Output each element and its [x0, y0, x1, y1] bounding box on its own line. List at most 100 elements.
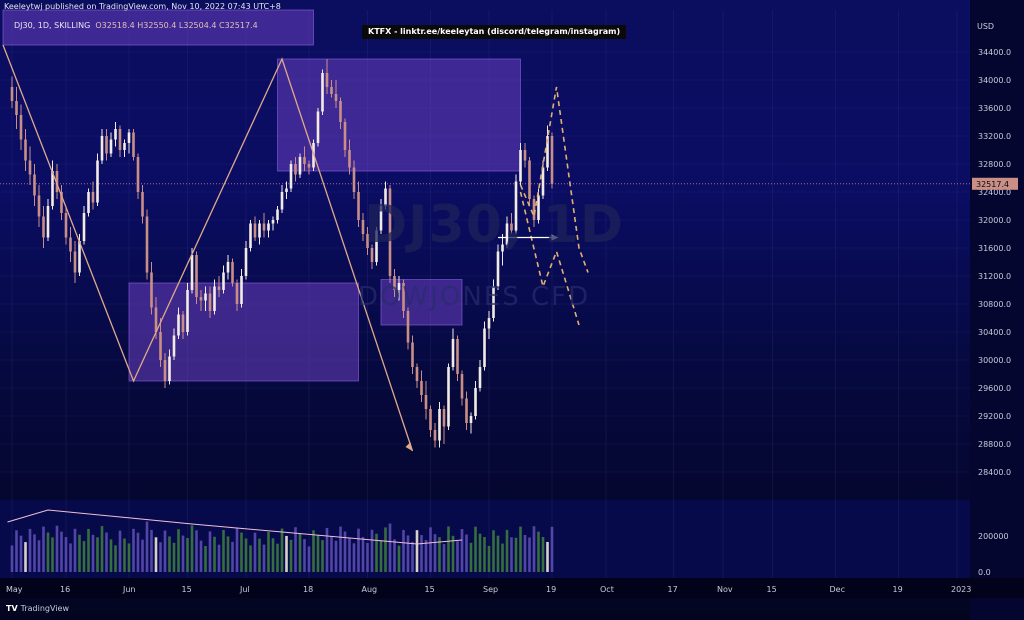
candle-body-18	[91, 192, 95, 203]
candle-body-47	[222, 272, 225, 290]
candle-body-79	[366, 234, 369, 248]
price-tick-label-3: 33200.0	[978, 132, 1011, 141]
volume-tick-label-1: 0.0	[978, 568, 991, 577]
price-tick-label-5: 32400.0	[978, 188, 1011, 197]
volume-bar-80	[370, 529, 374, 572]
volume-bar-43	[204, 546, 207, 572]
candle-body-103	[474, 388, 477, 416]
trend-arrow-head	[405, 442, 413, 451]
volume-bar-106	[487, 545, 491, 572]
volume-bar-38	[181, 535, 185, 572]
candle-body-27	[132, 132, 135, 157]
candle-body-4	[28, 160, 32, 175]
time-tick-label-9: 19	[546, 585, 556, 594]
candle-body-34	[163, 360, 167, 381]
volume-bar-85	[393, 539, 396, 572]
candle-body-21	[105, 136, 108, 154]
volume-bar-47	[222, 530, 225, 572]
volume-bar-8	[46, 532, 50, 572]
tradingview-logo[interactable]: TV TradingView	[6, 604, 69, 613]
candle-body-57	[267, 223, 270, 231]
candle-body-37	[177, 314, 180, 336]
volume-bar-117	[537, 531, 540, 572]
candle-body-101	[465, 398, 468, 423]
candle-body-99	[456, 339, 459, 374]
volume-bar-3	[24, 542, 27, 572]
volume-bar-93	[429, 527, 432, 572]
volume-tick-label-0: 200000	[978, 532, 1009, 541]
volume-bar-95	[438, 537, 441, 572]
candle-body-60	[280, 192, 284, 210]
candle-body-106	[487, 318, 491, 329]
candle-body-3	[24, 139, 27, 161]
candle-body-105	[483, 328, 486, 367]
candle-body-118	[541, 167, 545, 196]
current-price-badge	[972, 177, 1018, 190]
volume-bar-101	[465, 534, 468, 572]
volume-bar-66	[307, 546, 311, 572]
price-tick-label-9: 30800.0	[978, 300, 1011, 309]
axis-currency-label: USD	[977, 22, 995, 31]
candle-body-11	[60, 192, 63, 213]
volume-bar-112	[514, 537, 518, 572]
candle-body-51	[240, 276, 243, 304]
candle-body-59	[276, 209, 279, 220]
volume-bar-51	[240, 532, 243, 572]
volume-bar-89	[411, 541, 414, 572]
volume-bar-103	[474, 526, 477, 572]
volume-bar-91	[420, 535, 423, 572]
candle-body-46	[217, 286, 221, 290]
time-tick-label-5: 18	[303, 585, 313, 594]
candle-body-82	[379, 206, 383, 231]
volume-bar-75	[348, 537, 351, 572]
volume-bar-46	[217, 544, 221, 572]
candle-body-16	[82, 213, 86, 241]
candle-body-36	[172, 335, 176, 357]
volume-bar-37	[177, 529, 180, 572]
volume-bar-115	[528, 537, 531, 572]
candle-body-61	[285, 188, 288, 192]
candle-body-45	[213, 286, 216, 311]
volume-bar-78	[361, 537, 365, 572]
volume-bar-67	[312, 530, 315, 572]
supply-demand-zone-0	[2, 9, 314, 46]
name-watermark: DOWJONES CFD	[358, 282, 591, 312]
volume-bar-69	[321, 540, 324, 572]
volume-bar-35	[168, 536, 171, 572]
volume-bar-42	[199, 540, 203, 572]
volume-bar-55	[258, 538, 261, 572]
volume-bar-86	[397, 545, 401, 572]
price-tick-label-15: 28400.0	[978, 468, 1011, 477]
symbol-legend[interactable]: DJ30, 1D, SKILLING O32518.4 H32550.4 L32…	[14, 21, 258, 30]
volume-bar-11	[60, 531, 63, 572]
volume-bar-79	[366, 542, 369, 572]
volume-bar-29	[141, 539, 144, 572]
volume-bar-22	[109, 539, 113, 572]
volume-bar-2	[19, 535, 23, 572]
candle-body-86	[397, 283, 401, 290]
volume-bar-14	[73, 528, 77, 572]
volume-trend-line	[7, 509, 463, 545]
volume-bar-97	[447, 526, 450, 572]
volume-bar-10	[55, 525, 59, 572]
volume-bar-111	[510, 537, 513, 572]
volume-bar-4	[28, 528, 32, 572]
volume-bar-44	[208, 531, 212, 572]
candle-body-48	[226, 262, 230, 273]
volume-bar-12	[64, 537, 68, 572]
time-tick-label-10: Oct	[600, 585, 614, 594]
candle-body-26	[127, 132, 131, 143]
candle-body-31	[150, 272, 153, 308]
volume-bar-9	[51, 537, 54, 572]
candle-body-70	[325, 73, 329, 87]
volume-bar-27	[132, 528, 135, 572]
candle-body-120	[550, 136, 554, 184]
price-tick-label-6: 32000.0	[978, 216, 1011, 225]
candle-body-65	[303, 157, 306, 164]
trend-zigzag-line	[2, 44, 414, 452]
time-tick-label-15: 19	[893, 585, 903, 594]
candle-body-97	[447, 367, 450, 427]
volume-bar-24	[118, 530, 122, 572]
candle-body-28	[136, 157, 140, 192]
